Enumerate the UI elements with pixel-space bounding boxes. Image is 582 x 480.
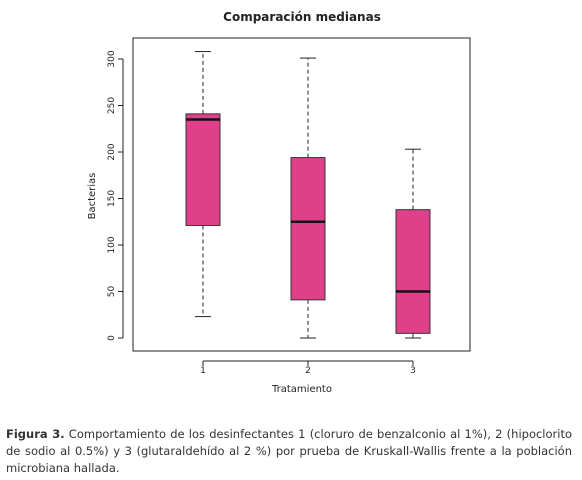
chart-title: Comparación medianas bbox=[223, 10, 381, 24]
iqr-box bbox=[395, 209, 431, 334]
y-tick-label: 200 bbox=[107, 143, 117, 160]
y-tick-label: 0 bbox=[107, 335, 117, 341]
y-tick-label: 100 bbox=[107, 236, 117, 253]
y-tick-label: 50 bbox=[107, 286, 117, 298]
y-axis: 0 50 100 150 200 250 300 bbox=[107, 50, 124, 341]
y-tick-label: 250 bbox=[107, 97, 117, 114]
caption-text: Comportamiento de los desinfectantes 1 (… bbox=[6, 427, 572, 475]
figure-caption: Figura 3. Comportamiento de los desinfec… bbox=[6, 426, 572, 477]
iqr-box bbox=[185, 113, 221, 226]
caption-lead: Figura 3. bbox=[6, 427, 65, 441]
plot-frame bbox=[132, 37, 471, 352]
boxes-group bbox=[185, 51, 431, 339]
iqr-box bbox=[290, 157, 326, 301]
boxplot-figure: Comparación medianas 0 50 100 150 200 250 300 … bbox=[87, 10, 471, 395]
x-tick-label: 1 bbox=[200, 366, 206, 376]
y-tick-label: 300 bbox=[107, 50, 117, 67]
x-tick-label: 3 bbox=[410, 366, 416, 376]
x-tick-label: 2 bbox=[305, 366, 311, 376]
y-axis-label: Bacterias bbox=[87, 173, 98, 220]
box-1 bbox=[185, 51, 221, 318]
box-3 bbox=[395, 148, 431, 339]
y-tick-label: 150 bbox=[107, 190, 117, 207]
x-axis-label: Tratamiento bbox=[271, 384, 332, 395]
box-2 bbox=[290, 57, 326, 339]
boxplot-chart: Comparación medianas 050100150200250300 … bbox=[87, 10, 471, 395]
x-axis: 1 2 3 bbox=[200, 360, 416, 376]
